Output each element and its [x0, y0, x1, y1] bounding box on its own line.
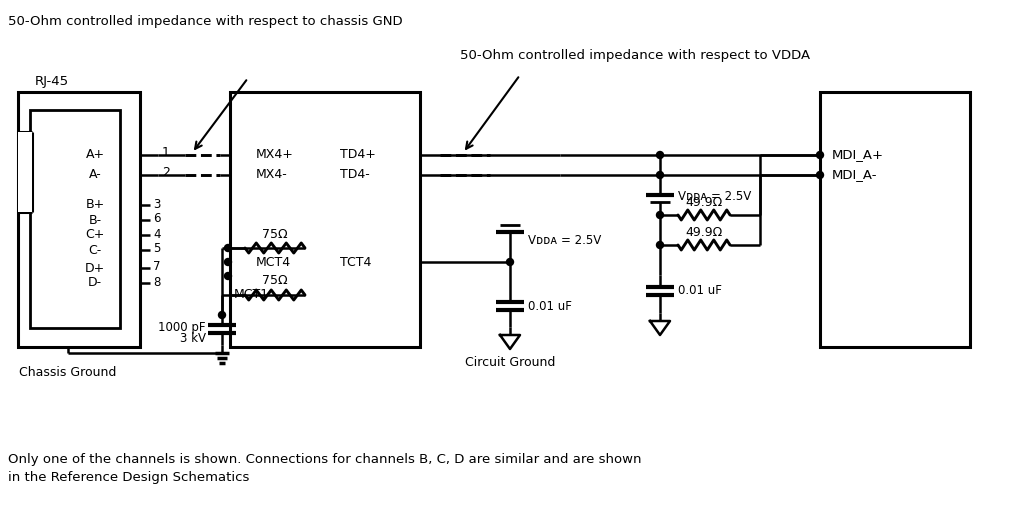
- Text: C+: C+: [85, 229, 104, 241]
- Text: 49.9Ω: 49.9Ω: [685, 196, 723, 208]
- Bar: [230, 92, 420, 347]
- Text: Circuit Ground: Circuit Ground: [465, 355, 555, 369]
- Text: 1000 pF: 1000 pF: [159, 320, 206, 334]
- Text: 6: 6: [153, 212, 161, 226]
- Circle shape: [816, 171, 823, 178]
- Circle shape: [224, 244, 231, 251]
- Text: TCT4: TCT4: [340, 256, 372, 269]
- Text: 7: 7: [153, 261, 161, 273]
- Bar: [18, 132, 32, 212]
- Text: 8: 8: [153, 275, 161, 288]
- Text: MDI_A+: MDI_A+: [831, 149, 884, 162]
- Text: D+: D+: [85, 262, 105, 274]
- Text: in the Reference Design Schematics: in the Reference Design Schematics: [8, 470, 250, 484]
- Bar: [820, 92, 970, 347]
- Circle shape: [656, 211, 664, 219]
- Circle shape: [224, 259, 231, 266]
- Text: 50-Ohm controlled impedance with respect to VDDA: 50-Ohm controlled impedance with respect…: [460, 49, 810, 61]
- Text: C-: C-: [88, 243, 101, 257]
- Text: TD4+: TD4+: [340, 149, 376, 162]
- Text: B+: B+: [85, 199, 104, 211]
- Text: MCT1: MCT1: [234, 288, 269, 302]
- Text: MX4+: MX4+: [256, 149, 294, 162]
- Text: 5: 5: [153, 242, 161, 256]
- Text: TD4-: TD4-: [340, 168, 370, 182]
- Text: A-: A-: [89, 168, 101, 182]
- Text: 50-Ohm controlled impedance with respect to chassis GND: 50-Ohm controlled impedance with respect…: [8, 16, 402, 28]
- Circle shape: [224, 272, 231, 279]
- Circle shape: [218, 311, 225, 318]
- Text: A+: A+: [85, 149, 104, 162]
- Text: 3 kV: 3 kV: [180, 333, 206, 345]
- Circle shape: [507, 259, 513, 266]
- Bar: [18, 92, 140, 347]
- Text: 3: 3: [153, 198, 161, 210]
- Text: 0.01 uF: 0.01 uF: [678, 284, 722, 298]
- Text: 2: 2: [162, 166, 170, 179]
- Circle shape: [816, 152, 823, 159]
- Text: Only one of the channels is shown. Connections for channels B, C, D are similar : Only one of the channels is shown. Conne…: [8, 453, 641, 466]
- Circle shape: [656, 241, 664, 248]
- Text: RJ-45: RJ-45: [35, 75, 69, 88]
- Text: Vᴅᴅᴀ = 2.5V: Vᴅᴅᴀ = 2.5V: [678, 191, 752, 203]
- Text: Vᴅᴅᴀ = 2.5V: Vᴅᴅᴀ = 2.5V: [528, 234, 601, 246]
- Text: Chassis Ground: Chassis Ground: [19, 367, 117, 380]
- Text: 4: 4: [153, 228, 161, 240]
- Text: 49.9Ω: 49.9Ω: [685, 226, 723, 238]
- Text: MX4-: MX4-: [256, 168, 288, 182]
- Text: 0.01 uF: 0.01 uF: [528, 300, 571, 312]
- Text: B-: B-: [88, 213, 101, 227]
- Text: D-: D-: [88, 276, 102, 289]
- Text: MCT4: MCT4: [256, 256, 291, 269]
- Text: MDI_A-: MDI_A-: [831, 168, 878, 182]
- Text: 1: 1: [162, 147, 170, 160]
- Text: 75Ω: 75Ω: [262, 274, 288, 287]
- Bar: [30, 110, 120, 328]
- Circle shape: [656, 152, 664, 159]
- Circle shape: [656, 171, 664, 178]
- Text: 75Ω: 75Ω: [262, 228, 288, 240]
